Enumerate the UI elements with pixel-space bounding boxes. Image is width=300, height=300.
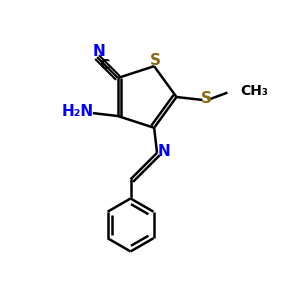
Text: H₂N: H₂N — [62, 104, 94, 119]
Text: N: N — [92, 44, 105, 59]
Text: C: C — [99, 58, 109, 72]
Text: S: S — [149, 53, 161, 68]
Text: CH₃: CH₃ — [240, 84, 268, 98]
Text: N: N — [158, 144, 171, 159]
Text: S: S — [201, 91, 212, 106]
